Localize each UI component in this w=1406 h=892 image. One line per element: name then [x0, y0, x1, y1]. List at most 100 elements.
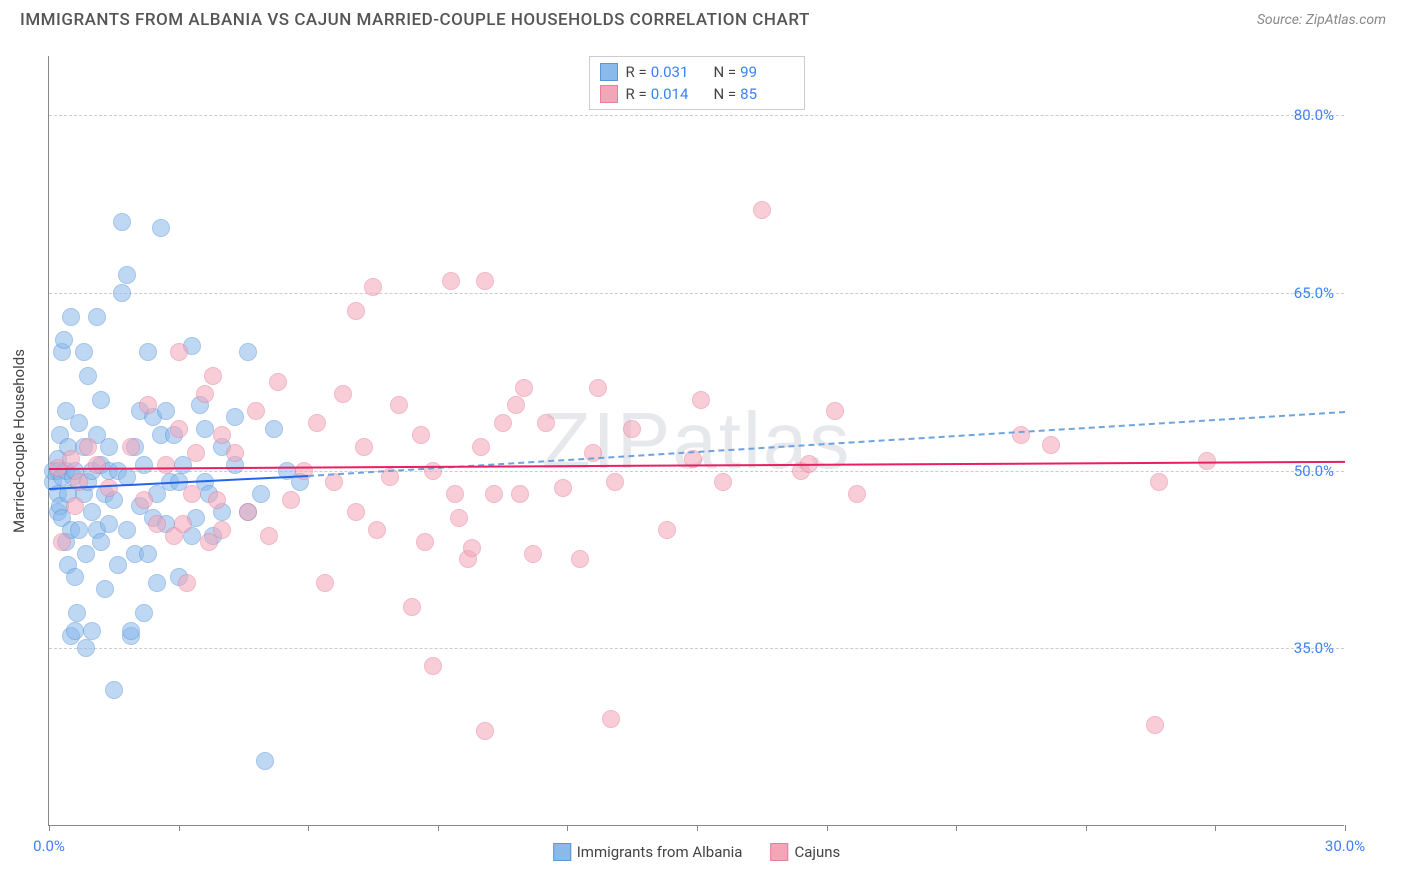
data-point [1042, 436, 1060, 454]
y-tick-label: 80.0% [1294, 106, 1334, 124]
data-point [66, 497, 84, 515]
data-point [390, 396, 408, 414]
data-point [1150, 473, 1168, 491]
data-point [424, 462, 442, 480]
data-point [260, 527, 278, 545]
chart-header: IMMIGRANTS FROM ALBANIA VS CAJUN MARRIED… [0, 0, 1406, 38]
data-point [442, 272, 460, 290]
data-point [347, 302, 365, 320]
data-point [537, 414, 555, 432]
data-point [316, 574, 334, 592]
x-tick [956, 825, 957, 831]
data-point [416, 533, 434, 551]
data-point [196, 420, 214, 438]
gridline [49, 648, 1344, 649]
data-point [152, 219, 170, 237]
legend-n: N = 85 [714, 85, 794, 103]
data-point [446, 485, 464, 503]
data-point [494, 414, 512, 432]
data-point [252, 485, 270, 503]
chart-source: Source: ZipAtlas.com [1257, 12, 1386, 28]
data-point [507, 396, 525, 414]
data-point [463, 539, 481, 557]
data-point [187, 444, 205, 462]
data-point [368, 521, 386, 539]
data-point [606, 473, 624, 491]
data-point [70, 521, 88, 539]
x-tick [1086, 825, 1087, 831]
data-point [113, 284, 131, 302]
y-tick-label: 50.0% [1294, 462, 1334, 480]
data-point [623, 420, 641, 438]
legend-r: R = 0.014 [626, 85, 706, 103]
data-point [83, 503, 101, 521]
data-point [256, 752, 274, 770]
data-point [135, 604, 153, 622]
x-tick [438, 825, 439, 831]
data-point [714, 473, 732, 491]
data-point [589, 379, 607, 397]
data-point [226, 408, 244, 426]
data-point [178, 574, 196, 592]
data-point [88, 456, 106, 474]
data-point [364, 278, 382, 296]
data-point [53, 533, 71, 551]
data-point [139, 343, 157, 361]
data-point [118, 521, 136, 539]
data-point [75, 343, 93, 361]
data-point [239, 503, 257, 521]
legend-swatch [600, 85, 618, 103]
data-point [282, 491, 300, 509]
data-point [450, 509, 468, 527]
data-point [79, 367, 97, 385]
data-point [204, 367, 222, 385]
data-point [511, 485, 529, 503]
y-tick-label: 65.0% [1294, 284, 1334, 302]
data-point [424, 657, 442, 675]
data-point [68, 604, 86, 622]
data-point [524, 545, 542, 563]
data-point [213, 521, 231, 539]
chart-title: IMMIGRANTS FROM ALBANIA VS CAJUN MARRIED… [20, 10, 810, 30]
legend-swatch [553, 843, 571, 861]
legend-swatch [770, 843, 788, 861]
data-point [658, 521, 676, 539]
data-point [157, 402, 175, 420]
data-point [62, 308, 80, 326]
x-tick [308, 825, 309, 831]
data-point [269, 373, 287, 391]
y-axis-label: Married-couple Households [10, 349, 28, 533]
data-point [848, 485, 866, 503]
data-point [122, 622, 140, 640]
data-point [412, 426, 430, 444]
data-point [122, 438, 140, 456]
data-point [170, 343, 188, 361]
data-point [135, 456, 153, 474]
legend-label: Immigrants from Albania [577, 843, 743, 861]
legend-series: Immigrants from AlbaniaCajuns [553, 843, 841, 861]
data-point [170, 420, 188, 438]
data-point [105, 681, 123, 699]
data-point [239, 343, 257, 361]
data-point [83, 622, 101, 640]
y-tick-label: 35.0% [1294, 639, 1334, 657]
data-point [183, 485, 201, 503]
gridline [49, 471, 1344, 472]
data-point [485, 485, 503, 503]
data-point [92, 391, 110, 409]
x-tick [49, 825, 50, 831]
data-point [55, 331, 73, 349]
data-point [118, 266, 136, 284]
data-point [226, 444, 244, 462]
data-point [602, 710, 620, 728]
data-point [554, 479, 572, 497]
gridline [49, 115, 1344, 116]
x-tick-label: 30.0% [1325, 837, 1365, 855]
data-point [196, 385, 214, 403]
data-point [247, 402, 265, 420]
data-point [515, 379, 533, 397]
gridline [49, 293, 1344, 294]
scatter-chart: Married-couple Households ZIPatlas R = 0… [48, 56, 1344, 826]
data-point [100, 479, 118, 497]
data-point [88, 308, 106, 326]
